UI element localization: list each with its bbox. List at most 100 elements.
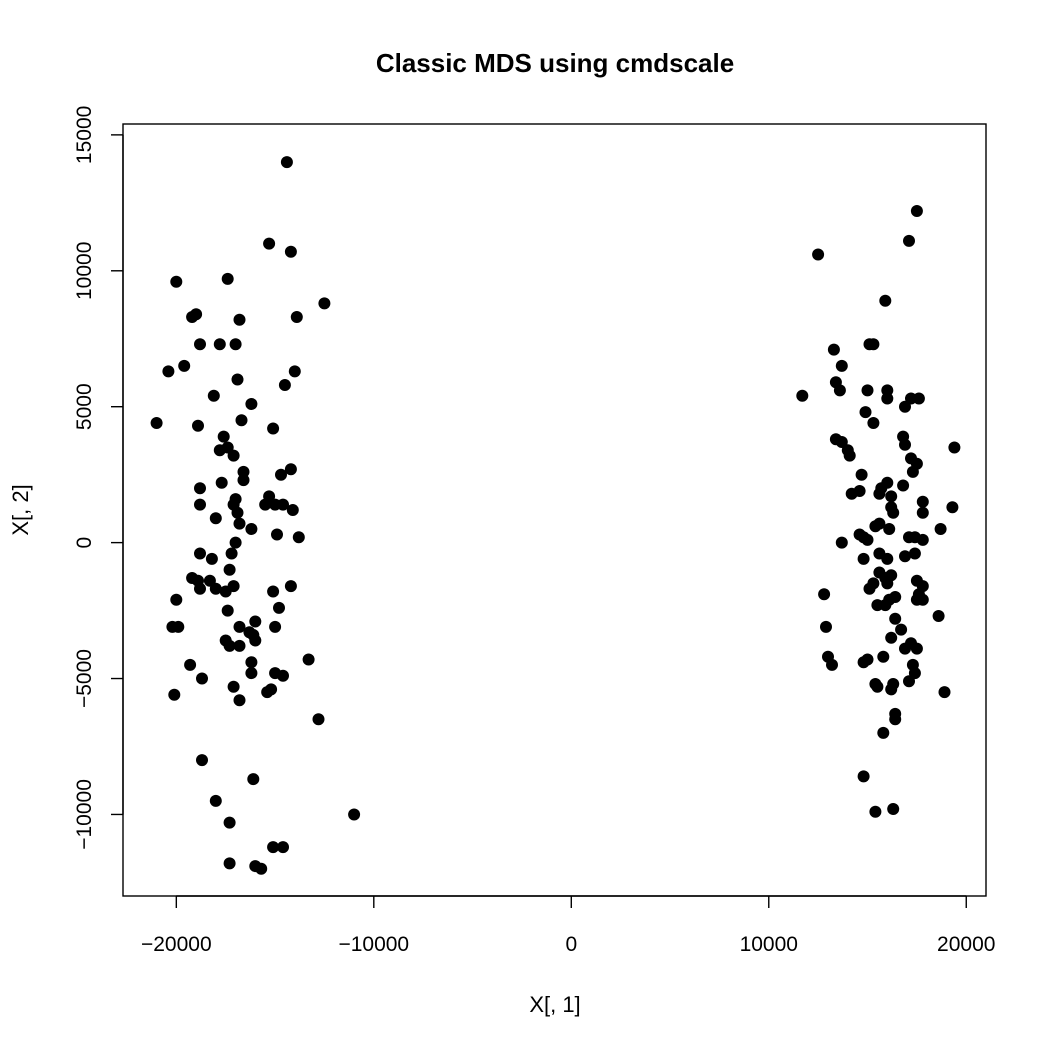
data-point: [249, 634, 262, 647]
data-point: [233, 620, 246, 633]
x-tick-label: 0: [565, 933, 577, 956]
data-point: [259, 498, 272, 511]
data-point: [286, 504, 299, 516]
data-point: [227, 680, 240, 693]
data-point: [867, 338, 880, 351]
data-point: [233, 313, 246, 326]
data-point: [233, 639, 246, 652]
y-tick-label: 15000: [73, 106, 96, 164]
data-point: [190, 308, 203, 321]
data-point: [899, 642, 911, 655]
data-point: [192, 419, 204, 432]
data-point: [887, 506, 900, 519]
data-point: [897, 479, 910, 492]
data-point: [255, 862, 268, 875]
data-point: [867, 417, 880, 429]
data-point: [273, 601, 285, 614]
data-point: [845, 487, 858, 500]
data-point: [172, 620, 185, 633]
data-point: [881, 392, 894, 405]
data-point: [903, 531, 915, 544]
data-point: [215, 476, 228, 489]
data-point: [233, 694, 246, 707]
data-point: [231, 373, 244, 386]
data-point: [871, 599, 884, 612]
data-point: [267, 841, 280, 854]
data-point: [312, 713, 325, 726]
data-point: [271, 528, 283, 541]
data-point: [178, 359, 191, 372]
data-point: [207, 389, 220, 402]
data-point: [946, 501, 959, 514]
data-point: [934, 523, 947, 535]
data-point: [796, 389, 809, 402]
data-point: [288, 365, 301, 378]
y-tick-label: −10000: [73, 779, 96, 850]
data-point: [873, 487, 886, 500]
data-point: [267, 585, 280, 598]
data-point: [219, 585, 232, 598]
data-point: [267, 422, 280, 435]
data-point: [932, 610, 945, 622]
data-point: [879, 294, 892, 307]
data-point: [223, 857, 236, 870]
data-point: [885, 683, 898, 696]
y-axis: −10000 −5000 0 5000 10000 15000: [73, 106, 124, 850]
data-point: [231, 506, 244, 519]
data-point: [278, 379, 291, 391]
data-point: [229, 338, 242, 351]
data-point: [885, 631, 898, 644]
data-point: [910, 205, 923, 217]
data-point: [857, 552, 870, 565]
data-point: [812, 248, 825, 261]
data-point: [857, 656, 870, 669]
data-point: [184, 658, 197, 671]
data-point: [938, 686, 951, 699]
x-tick-label: −20000: [141, 933, 212, 956]
data-point: [196, 672, 208, 685]
data-point: [275, 468, 287, 481]
data-point: [284, 463, 297, 476]
data-point: [221, 604, 234, 617]
data-point: [237, 474, 250, 487]
data-point: [245, 398, 258, 410]
data-point: [843, 449, 856, 462]
y-tick-label: −5000: [73, 649, 96, 708]
data-point: [899, 550, 911, 563]
data-point: [277, 841, 289, 854]
data-point: [223, 563, 236, 576]
data-point: [209, 512, 222, 525]
data-point: [223, 816, 236, 829]
data-point: [245, 523, 258, 535]
data-point: [835, 436, 848, 448]
data-point: [150, 417, 163, 429]
data-point: [194, 482, 206, 495]
data-point: [855, 468, 868, 481]
y-tick-label: 0: [73, 537, 96, 549]
data-point: [916, 506, 929, 519]
data-point: [194, 547, 206, 560]
data-point: [196, 754, 208, 767]
data-point: [881, 577, 894, 590]
data-point: [916, 495, 929, 508]
data-point: [903, 675, 915, 688]
data-point: [237, 465, 250, 478]
data-point: [227, 449, 240, 462]
data-point: [292, 531, 305, 544]
data-point: [247, 773, 260, 786]
data-point: [277, 498, 289, 511]
data-point: [233, 517, 246, 530]
data-point: [916, 533, 929, 546]
data-point: [209, 794, 222, 807]
data-point: [889, 612, 902, 625]
data-point: [225, 547, 238, 560]
data-point: [213, 338, 226, 351]
data-point: [217, 430, 230, 443]
data-point: [916, 593, 929, 606]
data-point: [857, 770, 870, 783]
data-point: [290, 311, 303, 323]
data-point: [818, 588, 831, 601]
data-point: [249, 615, 262, 628]
data-point: [877, 650, 890, 663]
data-point: [170, 275, 183, 288]
